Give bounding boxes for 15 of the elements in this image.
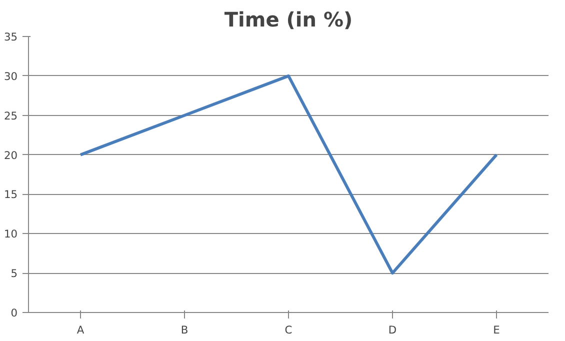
y-tick-label: 15 [4,188,18,202]
line-series [79,74,498,275]
y-tick-label: 20 [4,148,18,162]
x-tick-label: A [76,324,85,336]
y-tick-label: 5 [10,267,18,280]
x-tick-label: C [284,324,292,336]
x-tick-label: E [493,324,500,336]
x-tick-label: D [388,324,397,336]
y-tick-label: 10 [4,228,18,241]
x-tick-label: B [180,324,188,336]
y-tick-label: 0 [10,306,18,320]
y-tick-label: 30 [4,70,18,83]
y-tick-label: 35 [4,30,18,44]
chart-title: Time (in %) [224,8,353,32]
y-tick-label: 25 [4,109,18,122]
